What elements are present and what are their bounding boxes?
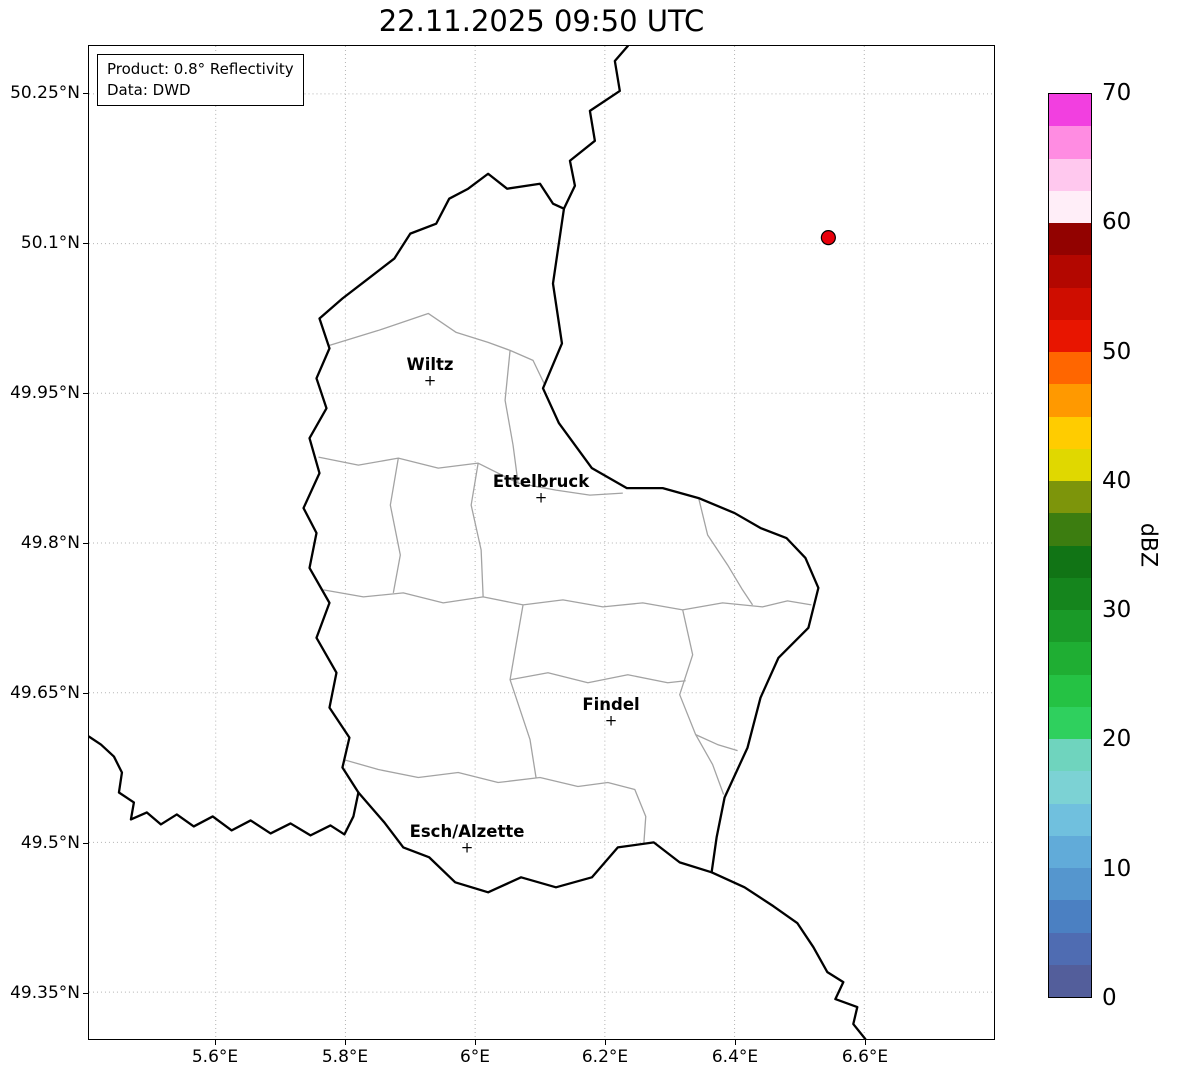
colorbar-segment <box>1049 739 1091 772</box>
radar-location-dot <box>820 230 836 246</box>
colorbar-segment <box>1049 319 1091 352</box>
y-tick-mark <box>83 993 88 994</box>
x-tick-mark <box>345 1040 346 1045</box>
x-tick-mark <box>865 1040 866 1045</box>
figure-title: 22.11.2025 09:50 UTC <box>378 4 705 38</box>
x-tick-mark <box>475 1040 476 1045</box>
y-tick-label: 50.1°N <box>20 233 80 253</box>
city-label: Esch/Alzette <box>409 822 525 841</box>
colorbar-segment <box>1049 771 1091 804</box>
y-tick-label: 49.5°N <box>20 833 80 853</box>
city-marker: + <box>460 838 474 857</box>
luxembourg-map <box>89 46 994 1039</box>
y-tick-label: 49.35°N <box>10 983 80 1003</box>
city-marker: + <box>534 488 548 507</box>
city-marker: + <box>604 711 618 730</box>
y-tick-mark <box>83 93 88 94</box>
colorbar-segment <box>1049 384 1091 417</box>
colorbar-segment <box>1049 513 1091 546</box>
neighbor-country-borders-path <box>89 46 867 1039</box>
colorbar-segment <box>1049 577 1091 610</box>
x-tick-mark <box>605 1040 606 1045</box>
colorbar-tick-label: 60 <box>1102 209 1132 236</box>
colorbar-segment <box>1049 835 1091 868</box>
x-tick-mark <box>215 1040 216 1045</box>
colorbar-tick-label: 0 <box>1102 985 1117 1011</box>
colorbar-segment <box>1049 255 1091 288</box>
x-tick-label: 6.6°E <box>841 1047 889 1067</box>
colorbar-tick-label: 40 <box>1102 467 1132 494</box>
colorbar <box>1048 93 1092 998</box>
colorbar-segment <box>1049 223 1091 256</box>
colorbar-segment <box>1049 416 1091 449</box>
x-tick-label: 6.4°E <box>711 1047 759 1067</box>
y-tick-label: 50.25°N <box>10 83 80 103</box>
y-tick-label: 49.8°N <box>20 533 80 553</box>
y-tick-mark <box>83 543 88 544</box>
x-tick-label: 6°E <box>459 1047 491 1067</box>
colorbar-segment <box>1049 94 1091 127</box>
gridlines <box>89 46 994 1039</box>
product-info-box: Product: 0.8° Reflectivity Data: DWD <box>97 54 304 106</box>
colorbar-segment <box>1049 610 1091 643</box>
colorbar-segment <box>1049 803 1091 836</box>
colorbar-segment <box>1049 868 1091 901</box>
y-tick-mark <box>83 393 88 394</box>
y-tick-label: 49.65°N <box>10 683 80 703</box>
colorbar-segment <box>1049 545 1091 578</box>
colorbar-segment <box>1049 706 1091 739</box>
colorbar-segment <box>1049 900 1091 933</box>
city-marker: + <box>423 371 437 390</box>
colorbar-tick-label: 20 <box>1102 726 1132 753</box>
colorbar-tick-label: 10 <box>1102 855 1132 882</box>
colorbar-tick-label: 30 <box>1102 597 1132 624</box>
data-source-label: Data: DWD <box>107 81 191 99</box>
y-tick-mark <box>83 243 88 244</box>
colorbar-axis-label: dBZ <box>1135 522 1161 568</box>
colorbar-segment <box>1049 481 1091 514</box>
colorbar-segment <box>1049 642 1091 675</box>
x-tick-mark <box>735 1040 736 1045</box>
colorbar-segment <box>1049 190 1091 223</box>
colorbar-segment <box>1049 158 1091 191</box>
colorbar-tick-label: 70 <box>1102 80 1132 106</box>
y-tick-label: 49.95°N <box>10 383 80 403</box>
city-label: Ettelbruck <box>492 472 590 491</box>
colorbar-segment <box>1049 448 1091 481</box>
x-tick-label: 6.2°E <box>581 1047 629 1067</box>
colorbar-segment <box>1049 932 1091 965</box>
colorbar-segment <box>1049 674 1091 707</box>
product-label: Product: 0.8° Reflectivity <box>107 60 294 78</box>
x-tick-label: 5.8°E <box>321 1047 369 1067</box>
city-label: Wiltz <box>406 355 454 374</box>
luxembourg-border-path <box>302 172 820 894</box>
y-tick-mark <box>83 843 88 844</box>
x-tick-label: 5.6°E <box>191 1047 239 1067</box>
canton-borders-path <box>318 312 812 845</box>
colorbar-segment <box>1049 126 1091 159</box>
colorbar-segment <box>1049 352 1091 385</box>
city-label: Findel <box>582 695 640 714</box>
map-plot-area: Product: 0.8° Reflectivity Data: DWD + Wi… <box>88 45 995 1040</box>
colorbar-segment <box>1049 287 1091 320</box>
colorbar-segment <box>1049 964 1091 997</box>
colorbar-tick-label: 50 <box>1102 338 1132 365</box>
y-tick-mark <box>83 693 88 694</box>
